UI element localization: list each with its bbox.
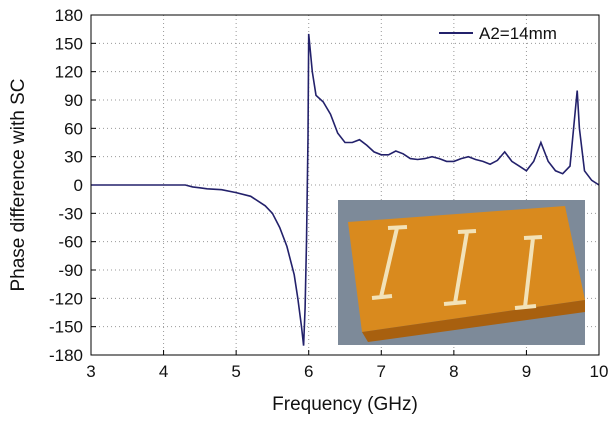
y-tick-label: 90 (64, 91, 83, 110)
x-tick-label: 7 (377, 362, 386, 381)
x-tick-label: 10 (590, 362, 609, 381)
resonators (371, 225, 543, 310)
y-tick-label: 60 (64, 119, 83, 138)
x-tick-label: 4 (159, 362, 168, 381)
y-tick-label: 180 (55, 6, 83, 25)
y-axis-label: Phase difference with SC (8, 79, 29, 292)
x-tick-label: 5 (231, 362, 240, 381)
x-tick-label: 9 (522, 362, 531, 381)
x-axis-label: Frequency (GHz) (272, 394, 418, 415)
y-tick-label: -180 (49, 346, 83, 365)
legend-label: A2=14mm (479, 24, 557, 43)
x-tick-label: 6 (304, 362, 313, 381)
y-tick-label: -30 (58, 204, 83, 223)
y-tick-label: -150 (49, 318, 83, 337)
y-tick-label: 120 (55, 63, 83, 82)
inset-photo (338, 200, 585, 345)
substrate-edge (362, 300, 585, 342)
y-tick-label: 30 (64, 148, 83, 167)
x-tick-label: 3 (86, 362, 95, 381)
y-tick-label: -120 (49, 289, 83, 308)
y-tick-label: 0 (74, 176, 83, 195)
y-tick-label: 150 (55, 34, 83, 53)
y-tick-label: -60 (58, 233, 83, 252)
data-line (91, 33, 600, 346)
y-tick-label: -90 (58, 261, 83, 280)
x-tick-label: 8 (449, 362, 458, 381)
plot-frame (90, 14, 600, 356)
